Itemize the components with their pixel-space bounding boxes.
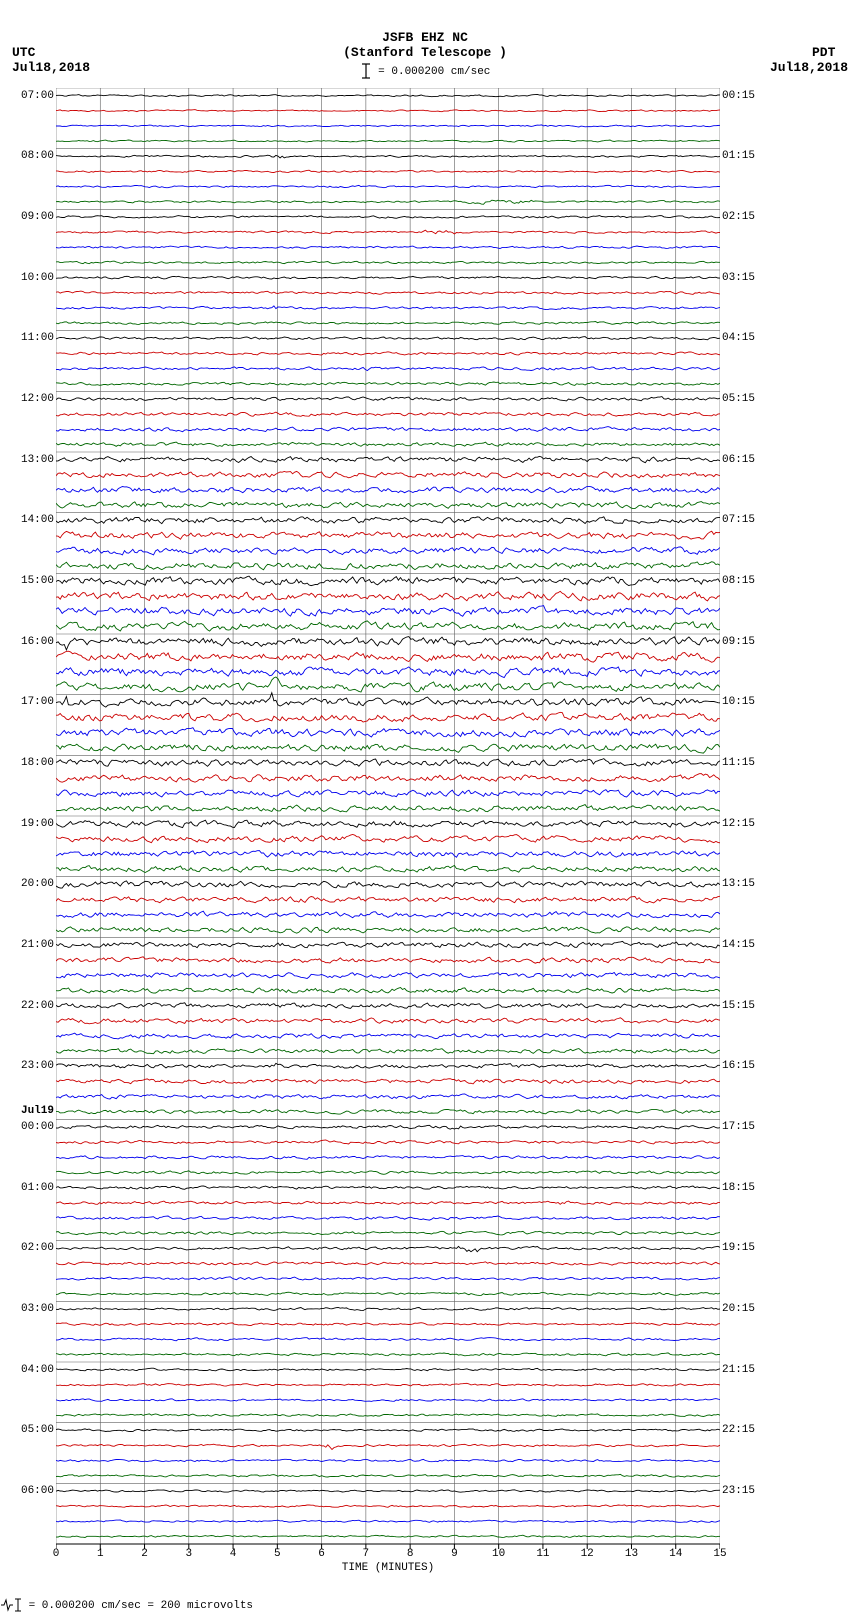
scale-value: = 0.000200 cm/sec xyxy=(372,66,491,78)
utc-hour-label: 05:00 xyxy=(0,1424,54,1436)
x-tick-label: 12 xyxy=(577,1548,597,1560)
pdt-hour-label: 08:15 xyxy=(722,575,755,587)
pdt-hour-label: 14:15 xyxy=(722,939,755,951)
x-tick-label: 9 xyxy=(444,1548,464,1560)
x-tick-label: 5 xyxy=(267,1548,287,1560)
x-tick-label: 0 xyxy=(46,1548,66,1560)
footer-scale: = 0.000200 cm/sec = 200 microvolts xyxy=(0,1598,253,1612)
page-root: JSFB EHZ NC (Stanford Telescope ) = 0.00… xyxy=(0,0,850,1613)
pdt-hour-label: 18:15 xyxy=(722,1182,755,1194)
utc-hour-label: 19:00 xyxy=(0,818,54,830)
utc-hour-label: 13:00 xyxy=(0,454,54,466)
utc-hour-label: 09:00 xyxy=(0,211,54,223)
utc-hour-label: 18:00 xyxy=(0,757,54,769)
station-title: JSFB EHZ NC xyxy=(0,30,850,45)
x-tick-label: 2 xyxy=(135,1548,155,1560)
footer-scale-text: = 0.000200 cm/sec = 200 microvolts xyxy=(22,1600,253,1612)
x-tick-label: 13 xyxy=(621,1548,641,1560)
utc-hour-label: 11:00 xyxy=(0,332,54,344)
x-tick-label: 4 xyxy=(223,1548,243,1560)
scale-legend: = 0.000200 cm/sec xyxy=(0,63,850,79)
footer-scale-icon xyxy=(0,1598,22,1612)
pdt-hour-label: 07:15 xyxy=(722,514,755,526)
utc-hour-label: 04:00 xyxy=(0,1364,54,1376)
utc-hour-label: 22:00 xyxy=(0,1000,54,1012)
pdt-hour-label: 00:15 xyxy=(722,90,755,102)
utc-hour-label: 06:00 xyxy=(0,1485,54,1497)
x-tick-label: 6 xyxy=(312,1548,332,1560)
utc-hour-label: 14:00 xyxy=(0,514,54,526)
pdt-hour-label: 01:15 xyxy=(722,150,755,162)
x-tick-label: 15 xyxy=(710,1548,730,1560)
x-tick-label: 3 xyxy=(179,1548,199,1560)
date-right-label: Jul18,2018 xyxy=(770,60,848,75)
x-tick-label: 7 xyxy=(356,1548,376,1560)
pdt-hour-label: 06:15 xyxy=(722,454,755,466)
pdt-hour-label: 02:15 xyxy=(722,211,755,223)
utc-hour-label: 10:00 xyxy=(0,272,54,284)
pdt-hour-label: 19:15 xyxy=(722,1242,755,1254)
pdt-hour-label: 15:15 xyxy=(722,1000,755,1012)
pdt-hour-label: 22:15 xyxy=(722,1424,755,1436)
utc-hour-label: 20:00 xyxy=(0,878,54,890)
x-axis-title: TIME (MINUTES) xyxy=(56,1562,720,1574)
utc-hour-label: 23:00 xyxy=(0,1060,54,1072)
utc-hour-label: 12:00 xyxy=(0,393,54,405)
utc-hour-label: 17:00 xyxy=(0,696,54,708)
utc-hour-label: 00:00 xyxy=(0,1121,54,1133)
utc-hour-label: 08:00 xyxy=(0,150,54,162)
pdt-hour-label: 10:15 xyxy=(722,696,755,708)
pdt-hour-label: 04:15 xyxy=(722,332,755,344)
pdt-hour-label: 12:15 xyxy=(722,818,755,830)
date-left-label: Jul18,2018 xyxy=(12,60,90,75)
utc-hour-label: 16:00 xyxy=(0,636,54,648)
location-subtitle: (Stanford Telescope ) xyxy=(0,45,850,60)
utc-hour-label: 15:00 xyxy=(0,575,54,587)
pdt-hour-label: 20:15 xyxy=(722,1303,755,1315)
x-tick-label: 10 xyxy=(489,1548,509,1560)
pdt-hour-label: 13:15 xyxy=(722,878,755,890)
utc-hour-label: 03:00 xyxy=(0,1303,54,1315)
pdt-hour-label: 11:15 xyxy=(722,757,755,769)
helicorder-plot xyxy=(56,88,720,1574)
utc-hour-label: 02:00 xyxy=(0,1242,54,1254)
pdt-hour-label: 21:15 xyxy=(722,1364,755,1376)
pdt-hour-label: 23:15 xyxy=(722,1485,755,1497)
tz-right-label: PDT xyxy=(812,45,835,60)
pdt-hour-label: 16:15 xyxy=(722,1060,755,1072)
pdt-hour-label: 03:15 xyxy=(722,272,755,284)
x-tick-label: 8 xyxy=(400,1548,420,1560)
x-tick-label: 1 xyxy=(90,1548,110,1560)
x-tick-label: 11 xyxy=(533,1548,553,1560)
utc-hour-label: 01:00 xyxy=(0,1182,54,1194)
utc-hour-label: 21:00 xyxy=(0,939,54,951)
tz-left-label: UTC xyxy=(12,45,35,60)
pdt-hour-label: 09:15 xyxy=(722,636,755,648)
utc-hour-label: 07:00 xyxy=(0,90,54,102)
x-tick-label: 14 xyxy=(666,1548,686,1560)
pdt-hour-label: 17:15 xyxy=(722,1121,755,1133)
scale-bar-icon xyxy=(360,63,372,79)
pdt-hour-label: 05:15 xyxy=(722,393,755,405)
utc-day-rollover: Jul19 xyxy=(0,1105,54,1117)
